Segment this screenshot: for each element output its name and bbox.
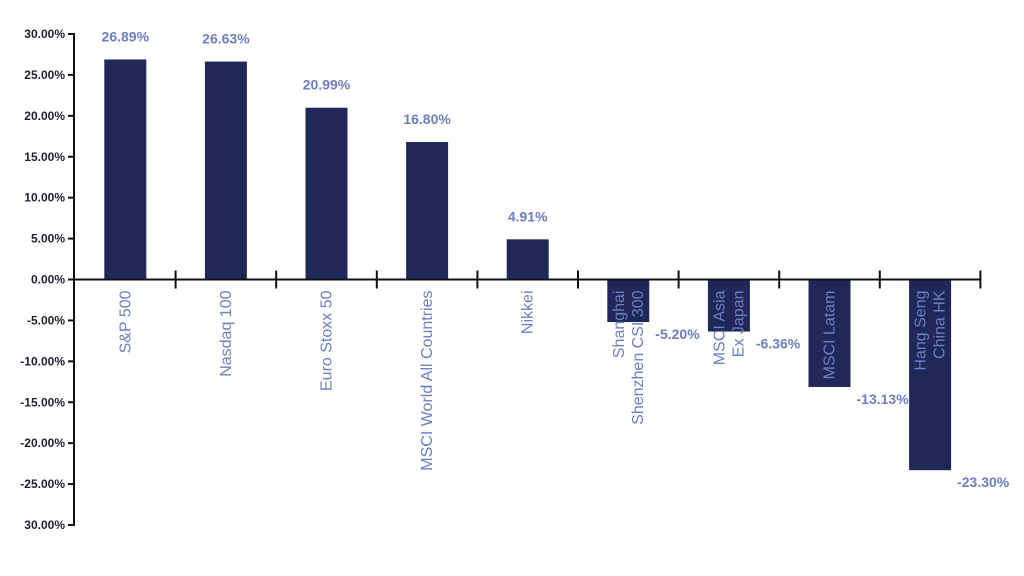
category-label: MSCI World All Countries (419, 291, 436, 471)
category-label: Shanghai Shenzhen CSI 300 (611, 290, 647, 424)
category-label-line: Euro Stoxx 50 (319, 290, 336, 391)
category-label-line: MSCI World All Countries (419, 291, 436, 471)
y-tick-label: 25.00% (24, 68, 65, 82)
category-label: S&P 500 (117, 290, 134, 353)
y-tick-label: -20.00% (20, 436, 65, 450)
y-tick-label: -25.00% (20, 477, 65, 491)
data-labels: 26.89% 26.63% 20.99% 16.80% 4.91% -5.20% -6.36… (102, 28, 1010, 490)
category-label: Nikkei (520, 291, 537, 335)
category-label-line: MSCI Asia (711, 290, 728, 365)
x-axis (74, 270, 982, 289)
bar (707, 279, 750, 332)
bar (204, 61, 247, 280)
data-label: -13.13% (857, 391, 910, 407)
category-label-line: Nasdaq 100 (218, 290, 235, 376)
category-label-line: Shenzhen CSI 300 (630, 290, 647, 424)
bar (607, 279, 650, 323)
data-label: 26.89% (102, 28, 150, 44)
category-label-line: S&P 500 (117, 290, 134, 353)
data-label: -23.30% (957, 474, 1010, 490)
y-tick-label: -5.00% (27, 313, 65, 327)
y-tick-label: 10.00% (24, 191, 65, 205)
category-label-line: MSCI Latam (822, 291, 839, 380)
category-label-line: Hang Seng (913, 291, 930, 371)
bar (909, 279, 952, 471)
y-tick-label: 15.00% (24, 150, 65, 164)
category-label: MSCI Asia Ex Japan (711, 290, 747, 365)
y-tick-label: 20.00% (24, 109, 65, 123)
data-label: -5.20% (655, 326, 700, 342)
data-label: 20.99% (303, 77, 351, 93)
bar (506, 239, 549, 280)
y-tick-label: 30.00% (24, 27, 65, 41)
data-label: -6.36% (756, 336, 801, 352)
y-tick-label: -10.00% (20, 354, 65, 368)
category-label-line: Nikkei (520, 291, 537, 335)
category-label-line: China HK (932, 290, 949, 359)
y-tick-label: 30.00% (24, 518, 65, 532)
y-tick-label: 0.00% (31, 273, 65, 287)
y-tick-label: 5.00% (31, 232, 65, 246)
bar (305, 107, 348, 280)
y-axis: 30.00% 25.00% 20.00% 15.00% 10.00% 5.00% 0.00%… (20, 27, 75, 532)
data-label: 16.80% (403, 111, 451, 127)
category-label-line: Ex Japan (730, 291, 747, 358)
data-label: 26.63% (202, 31, 250, 47)
category-label-line: Shanghai (611, 291, 628, 359)
bar (104, 59, 147, 280)
category-label: Euro Stoxx 50 (319, 290, 336, 391)
category-label: Nasdaq 100 (218, 290, 235, 376)
bar (406, 142, 449, 280)
y-tick-label: -15.00% (20, 395, 65, 409)
category-labels: S&P 500 Nasdaq 100 Euro Stoxx 50 MSCI World… (117, 290, 948, 471)
bars (104, 59, 952, 471)
category-label: Hang Seng China HK (913, 290, 949, 370)
data-label: 4.91% (508, 208, 548, 224)
bar (808, 279, 851, 387)
category-label: MSCI Latam (822, 291, 839, 380)
